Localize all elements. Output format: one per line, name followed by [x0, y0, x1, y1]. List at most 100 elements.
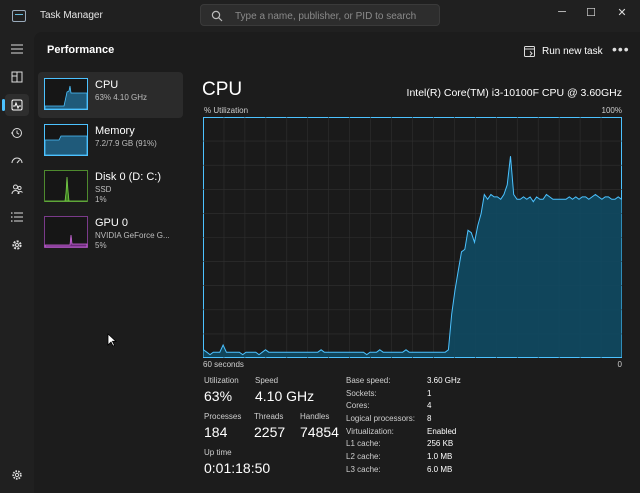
app-history-icon	[11, 128, 22, 138]
device-detail: 7.2/7.9 GB (91%)	[95, 139, 157, 148]
utilization-label: Utilization	[204, 376, 239, 385]
maximize-button[interactable]: ☐	[586, 6, 596, 19]
nav-users[interactable]	[5, 178, 29, 200]
search-input[interactable]	[233, 8, 437, 24]
uptime-label: Up time	[204, 448, 232, 457]
task-manager-icon	[12, 10, 26, 22]
device-name: Disk 0 (D: C:)	[95, 171, 161, 183]
x-axis-right-label: 0	[617, 360, 622, 369]
device-usage: 1%	[95, 195, 107, 204]
gpu-thumbnail-graph	[44, 216, 88, 248]
stat-uptime: Up time 0:01:18:50	[204, 448, 270, 476]
x-axis-left-label: 60 seconds	[203, 360, 244, 369]
device-list: CPU 63% 4.10 GHz Memory 7.2/7.9 GB (91%)…	[38, 72, 183, 256]
memory-thumbnail-graph	[44, 124, 88, 156]
y-axis-max: 100%	[601, 106, 622, 115]
nav-performance[interactable]	[2, 94, 29, 116]
run-new-task-label: Run new task	[542, 45, 603, 57]
stat-handles: Handles 74854	[300, 412, 339, 440]
device-item-cpu[interactable]: CPU 63% 4.10 GHz	[38, 72, 183, 118]
nav-services[interactable]	[5, 234, 29, 256]
spec-key: Logical processors:	[346, 414, 415, 424]
nav-details[interactable]	[5, 206, 29, 228]
processes-icon	[11, 71, 23, 83]
spec-value: Enabled	[427, 426, 457, 436]
cpu-specs: Base speed: 3.60 GHz Sockets: 1 Cores: 4 Lo…	[346, 376, 486, 478]
spec-value: 1	[427, 388, 432, 398]
spec-row: L2 cache: 1.0 MB	[346, 452, 486, 465]
stat-processes: Processes 184	[204, 412, 241, 440]
spec-row: Virtualization: Enabled	[346, 427, 486, 440]
run-new-task-button[interactable]: Run new task	[524, 42, 603, 60]
cpu-utilization-chart	[203, 117, 622, 358]
spec-row: L3 cache: 6.0 MB	[346, 465, 486, 478]
spec-row: Base speed: 3.60 GHz	[346, 376, 486, 389]
services-icon	[12, 240, 22, 250]
cpu-thumbnail-graph	[44, 78, 88, 110]
app-title: Task Manager	[40, 10, 103, 21]
nav-processes[interactable]	[5, 66, 29, 88]
menu-icon	[11, 44, 23, 54]
spec-value: 256 KB	[427, 439, 454, 449]
device-name: GPU 0	[95, 217, 129, 229]
utilization-area	[203, 156, 622, 357]
spec-row: Logical processors: 8	[346, 414, 486, 427]
spec-value: 6.0 MB	[427, 464, 453, 474]
device-usage: 5%	[95, 241, 107, 250]
minimize-button[interactable]: ─	[558, 6, 566, 18]
device-item-gpu[interactable]: GPU 0 NVIDIA GeForce G... 5%	[38, 210, 183, 256]
spec-row: Cores: 4	[346, 401, 486, 414]
spec-key: Base speed:	[346, 376, 391, 385]
spec-key: L1 cache:	[346, 439, 381, 449]
utilization-value: 63%	[204, 388, 233, 404]
handles-value: 74854	[300, 424, 339, 440]
stat-utilization: Utilization 63%	[204, 376, 239, 404]
title-bar: Task Manager ─ ☐ ✕	[0, 0, 640, 32]
details-icon	[11, 212, 23, 222]
device-detail: NVIDIA GeForce G...	[95, 231, 170, 240]
device-item-disk[interactable]: Disk 0 (D: C:) SSD 1%	[38, 164, 183, 210]
processes-value: 184	[204, 424, 228, 440]
device-item-memory[interactable]: Memory 7.2/7.9 GB (91%)	[38, 118, 183, 164]
disk-thumbnail-graph	[44, 170, 88, 202]
panel-title: CPU	[202, 79, 243, 100]
nav-startup-apps[interactable]	[5, 150, 29, 172]
threads-value: 2257	[254, 424, 286, 440]
main-content: Performance Run new task ••• CPU 63% 4.1…	[34, 32, 640, 493]
stat-speed: Speed 4.10 GHz	[255, 376, 314, 404]
device-detail: 63% 4.10 GHz	[95, 93, 148, 102]
spec-value: 4	[427, 401, 432, 411]
spec-value: 3.60 GHz	[427, 376, 461, 385]
spec-key: L2 cache:	[346, 452, 381, 462]
run-task-icon	[524, 45, 535, 57]
stat-threads: Threads 2257	[254, 412, 285, 440]
handles-label: Handles	[300, 412, 330, 421]
speed-value: 4.10 GHz	[255, 388, 315, 404]
close-button[interactable]: ✕	[617, 6, 627, 19]
threads-label: Threads	[254, 412, 284, 421]
nav-app-history[interactable]	[5, 122, 29, 144]
more-options-button[interactable]: •••	[612, 41, 630, 57]
startup-apps-icon	[11, 157, 23, 164]
hamburger-menu-button[interactable]	[5, 38, 29, 60]
spec-value: 1.0 MB	[427, 452, 453, 462]
spec-key: Sockets:	[346, 388, 377, 398]
utilization-line	[203, 156, 622, 356]
sidebar	[0, 32, 34, 493]
device-name: CPU	[95, 79, 119, 91]
spec-key: Virtualization:	[346, 426, 394, 436]
mouse-cursor-icon	[107, 333, 117, 347]
nav-settings[interactable]	[5, 464, 29, 486]
processes-label: Processes	[204, 412, 242, 421]
search-box[interactable]	[200, 4, 440, 26]
spec-key: Cores:	[346, 401, 370, 411]
performance-icon	[11, 99, 23, 111]
spec-value: 8	[427, 414, 432, 424]
users-icon	[11, 184, 23, 195]
settings-icon	[12, 470, 22, 480]
spec-row: Sockets: 1	[346, 389, 486, 402]
device-detail: SSD	[95, 185, 112, 194]
y-axis-label: % Utilization	[204, 106, 249, 115]
spec-key: L3 cache:	[346, 464, 381, 474]
page-title: Performance	[47, 44, 115, 56]
